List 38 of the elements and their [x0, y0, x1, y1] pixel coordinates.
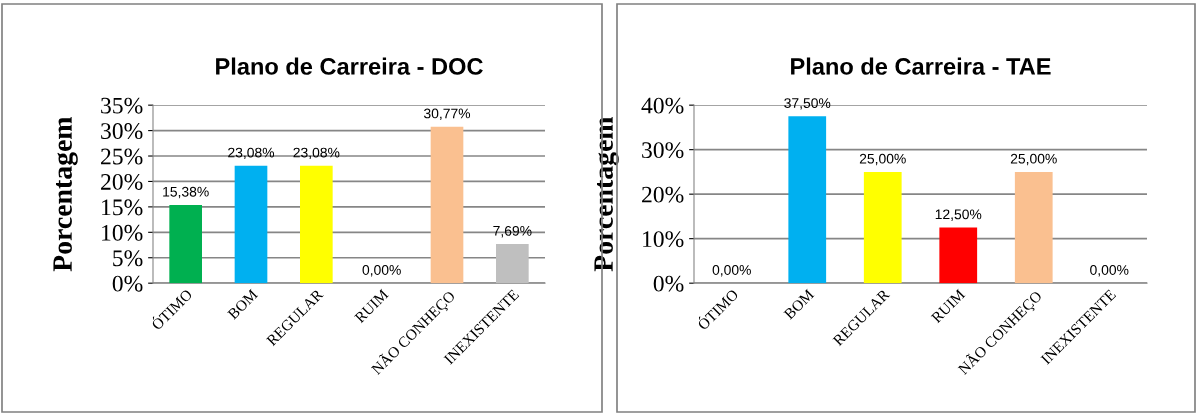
y-axis-title: Porcentagem: [594, 116, 619, 272]
data-label: 0,00%: [1090, 265, 1129, 277]
data-label: 37,50%: [784, 98, 831, 110]
data-label: 7,69%: [493, 225, 532, 238]
y-tick-label: 35%: [101, 97, 143, 114]
bar: [300, 165, 333, 284]
chart-title: Plano de Carreira - TAE: [791, 57, 1051, 75]
y-tick-label: 0%: [112, 275, 143, 292]
bar: [430, 126, 464, 284]
y-tick-label: 20%: [642, 186, 684, 203]
y-tick-label: 10%: [102, 224, 143, 241]
bar: [863, 171, 902, 284]
bar: [939, 227, 978, 284]
y-tick-label: 30%: [101, 123, 143, 140]
data-label: 23,08%: [293, 147, 340, 160]
data-label: 15,38%: [163, 186, 209, 199]
data-label: 30,77%: [423, 108, 471, 121]
chart-title: Plano de Carreira - DOC: [216, 57, 483, 75]
data-label: 25,00%: [1010, 153, 1057, 166]
data-label: 0,00%: [362, 265, 401, 277]
y-tick-label: 15%: [102, 199, 143, 216]
y-tick-label: 30%: [642, 142, 684, 159]
bar: [788, 116, 827, 284]
data-label: 12,50%: [935, 209, 982, 221]
y-tick-label: 5%: [113, 250, 143, 267]
bar: [1014, 171, 1053, 284]
bar: [496, 244, 529, 284]
y-tick-label: 20%: [101, 173, 143, 190]
bar: [169, 204, 202, 284]
y-tick-label: 40%: [641, 97, 684, 114]
y-tick-label: 10%: [643, 231, 684, 248]
bar: [234, 165, 268, 284]
data-label: 23,08%: [228, 147, 275, 160]
y-axis-title: Porcentagem: [53, 116, 78, 272]
data-label: 0,00%: [712, 265, 751, 277]
y-tick-label: 25%: [101, 148, 143, 165]
data-label: 25,00%: [859, 153, 906, 166]
y-tick-label: 0%: [653, 275, 684, 292]
